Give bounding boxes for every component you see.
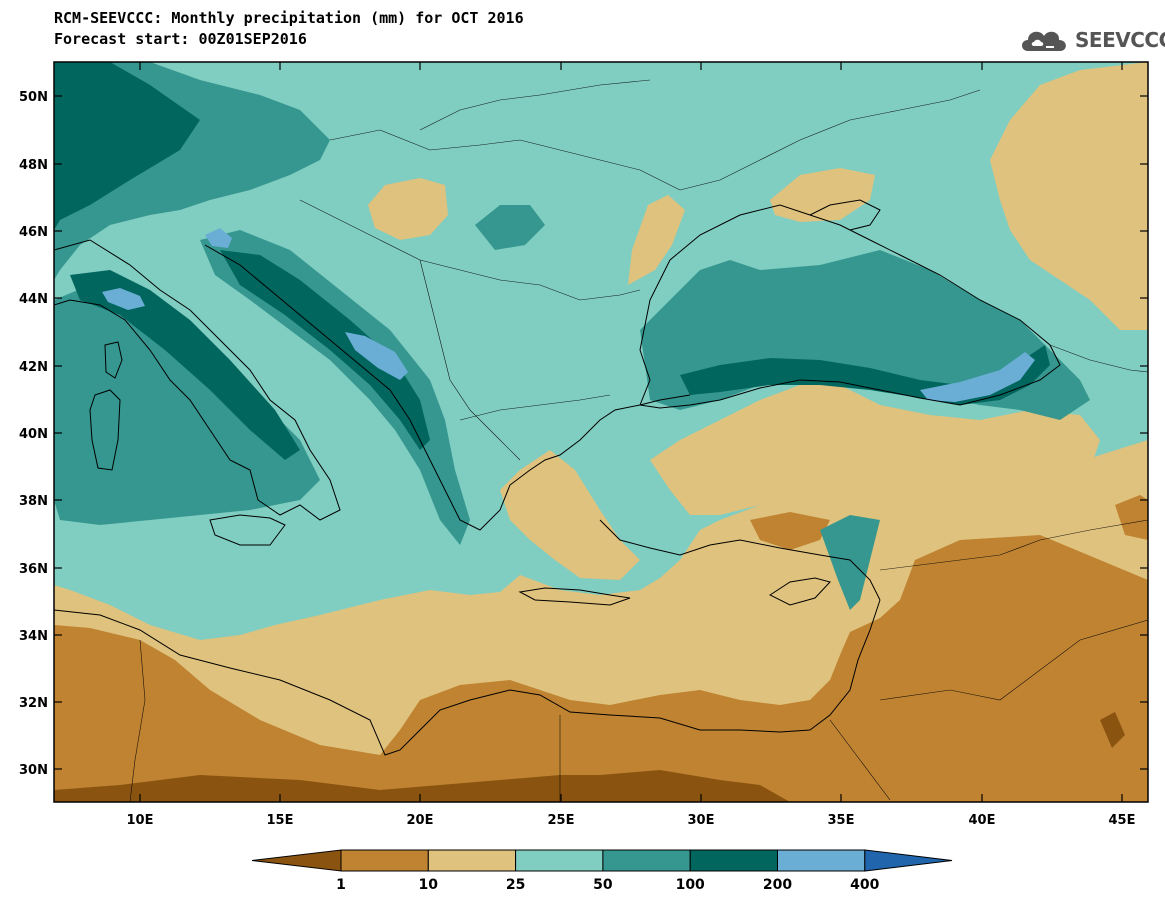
colorbar-label: 400 — [850, 877, 879, 893]
field-extreme-ligurian — [102, 288, 145, 310]
field-very-wet-dinaric — [220, 250, 430, 450]
lon-label: 15E — [267, 813, 294, 828]
field-extreme-slovenia — [205, 228, 232, 248]
coast-corsica — [104, 341, 123, 379]
field-extreme-rize — [920, 352, 1035, 402]
coastlines — [54, 199, 1061, 756]
lat-label: 36N — [19, 562, 48, 577]
border-libya-tunisia — [129, 639, 146, 802]
country-borders — [129, 79, 1148, 802]
lon-label: 30E — [688, 813, 715, 828]
field-extreme-montenegro — [345, 332, 408, 380]
lon-label: 45E — [1109, 813, 1136, 828]
colorbar-segment — [602, 849, 691, 872]
coast-crete — [518, 587, 631, 606]
field-caucasus-dry — [1115, 495, 1148, 540]
logo-text: SEEVCCC — [1075, 28, 1165, 52]
colorbar-label: 1 — [336, 877, 346, 893]
border-central — [419, 259, 521, 461]
border-arabia — [829, 719, 891, 801]
colorbar-label: 10 — [419, 877, 439, 893]
border-turkey-syria — [879, 519, 1148, 571]
longitude-axis: 10E 15E 20E 25E 30E 35E 40E 45E — [127, 62, 1136, 828]
field-crimea-dry — [770, 168, 875, 222]
field-very-dry — [54, 770, 790, 802]
border-poland — [419, 79, 651, 131]
field-anatolia-dry — [650, 385, 1100, 525]
coast-turkey-south — [599, 519, 881, 601]
lat-label: 34N — [19, 629, 48, 644]
field-very-wet-alps — [54, 62, 200, 230]
lon-label: 10E — [127, 813, 154, 828]
lat-label: 38N — [19, 494, 48, 509]
colorbar: 1 10 25 50 100 200 400 — [251, 849, 953, 893]
colorbar-segment — [340, 849, 429, 872]
colorbar-segment — [515, 849, 604, 872]
border-caucasus — [1049, 344, 1148, 373]
colorbar-segment — [777, 849, 866, 872]
lon-label: 40E — [969, 813, 996, 828]
colorbar-arrow-low — [251, 849, 342, 872]
map-title: RCM-SEEVCCC: Monthly precipitation (mm) … — [54, 9, 524, 27]
field-wet-taurus — [820, 515, 880, 610]
lat-label: 50N — [19, 90, 48, 105]
border-iraq — [879, 619, 1148, 701]
colorbar-arrow-high — [864, 849, 953, 872]
field-northeast-dry — [990, 62, 1148, 330]
coast-adriatic-east — [204, 244, 511, 531]
latitude-axis: 50N 48N 46N 44N 42N 40N 38N 36N 34N 32N 30N — [19, 90, 1148, 778]
cloud-icon — [1022, 31, 1066, 51]
lat-label: 32N — [19, 696, 48, 711]
border-carpathian — [329, 129, 681, 191]
lat-label: 44N — [19, 292, 48, 307]
forecast-start-label: Forecast start: 00Z01SEP2016 — [54, 30, 307, 48]
field-hungary-dry — [368, 178, 448, 240]
coast-italy — [54, 239, 341, 521]
coast-azov — [809, 199, 881, 231]
field-wet-adriatic — [200, 230, 470, 545]
field-wet-italy-west — [54, 285, 320, 525]
coast-cyprus — [768, 577, 831, 606]
seevccc-logo: SEEVCCC — [1018, 23, 1165, 57]
colorbar-label: 200 — [763, 877, 792, 893]
lat-label: 40N — [19, 427, 48, 442]
colorbar-label: 50 — [593, 877, 613, 893]
colorbar-segment — [689, 849, 779, 872]
colorbar-label: 100 — [676, 877, 705, 893]
field-very-wet-liguria — [70, 270, 300, 460]
coast-levant — [809, 599, 881, 731]
field-very-dry-arabia — [1100, 712, 1125, 748]
field-aegean-dry — [500, 450, 640, 580]
coast-sicily — [209, 514, 286, 546]
lon-label: 35E — [828, 813, 855, 828]
field-desert — [54, 535, 1148, 802]
colorbar-label: 25 — [506, 877, 525, 893]
lon-label: 20E — [407, 813, 434, 828]
precipitation-field — [54, 62, 1148, 802]
border-greece-bulgaria — [459, 394, 611, 421]
border-balkans — [299, 199, 641, 301]
field-wet-hungary — [475, 205, 545, 250]
coast-black-sea — [639, 204, 1061, 409]
lat-label: 48N — [19, 158, 48, 173]
field-moldova-dry — [628, 195, 685, 285]
coast-aegean — [509, 394, 691, 486]
lat-label: 46N — [19, 225, 48, 240]
coast-sardinia — [89, 389, 121, 471]
border-ukraine — [679, 89, 981, 191]
lat-label: 30N — [19, 763, 48, 778]
coast-africa — [54, 609, 811, 756]
lat-label: 42N — [19, 360, 48, 375]
plot-frame — [53, 61, 1149, 803]
field-turkey-dry-patch — [750, 512, 830, 550]
colorbar-segment — [427, 849, 517, 872]
lon-label: 25E — [548, 813, 575, 828]
